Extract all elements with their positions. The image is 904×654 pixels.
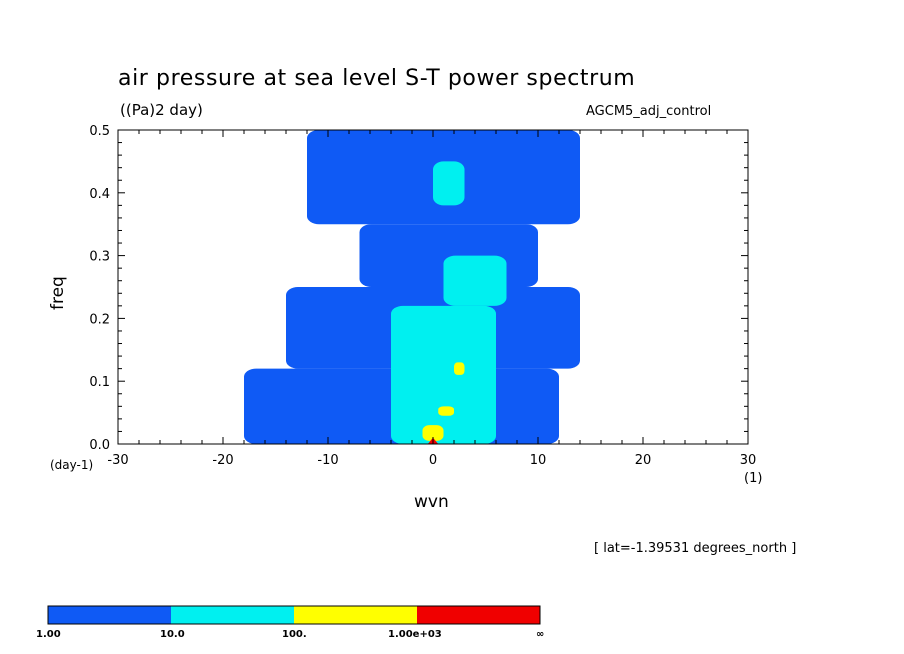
- x-tick-label: -30: [107, 453, 128, 468]
- y-tick-label: 0.3: [89, 250, 110, 265]
- spectrum-region-level-2-2: [433, 161, 465, 206]
- y-tick-label: 0.1: [89, 375, 110, 390]
- x-unit-label: (1): [744, 471, 763, 486]
- y-tick-label: 0.0: [89, 438, 110, 453]
- x-tick-label: 0: [429, 453, 437, 468]
- x-axis-label: wvn: [414, 492, 449, 512]
- y-tick-label: 0.4: [89, 187, 110, 202]
- model-label: AGCM5_adj_control: [586, 104, 712, 119]
- x-tick-label: 20: [635, 453, 652, 468]
- colorbar-segment-3: [294, 606, 417, 624]
- x-tick-label: 30: [740, 453, 757, 468]
- colorbar-label-4: 1.00e+03: [388, 629, 442, 640]
- colorbar-segment-1: [48, 606, 171, 624]
- x-tick-label: -20: [212, 453, 233, 468]
- colorbar-label-2: 10.0: [160, 629, 185, 640]
- spectrum-region-level-3-0: [422, 425, 444, 441]
- latitude-annotation: [ lat=-1.39531 degrees_north ]: [594, 541, 797, 556]
- y-unit-label: (day-1): [50, 458, 94, 472]
- y-tick-label: 0.5: [89, 124, 110, 139]
- spectrum-region-level-2-0: [391, 305, 496, 444]
- colorbar-label-5: ∞: [536, 629, 545, 640]
- units-label: ((Pa)2 day): [120, 101, 203, 119]
- y-tick-label: 0.2: [89, 312, 110, 327]
- colorbar-label-3: 100.: [282, 629, 307, 640]
- chart-title: air pressure at sea level S-T power spec…: [118, 66, 636, 91]
- colorbar-segment-2: [171, 606, 294, 624]
- spectrum-region-level-2-1: [443, 255, 507, 306]
- colorbar-frame: [47, 605, 541, 625]
- x-tick-label: -10: [317, 453, 338, 468]
- colorbar-segment-4: [417, 606, 540, 624]
- spectrum-region-level-3-2: [454, 362, 465, 375]
- x-tick-label: 10: [530, 453, 547, 468]
- colorbar-label-1: 1.00: [36, 629, 61, 640]
- spectrum-region-level-3-1: [438, 406, 454, 416]
